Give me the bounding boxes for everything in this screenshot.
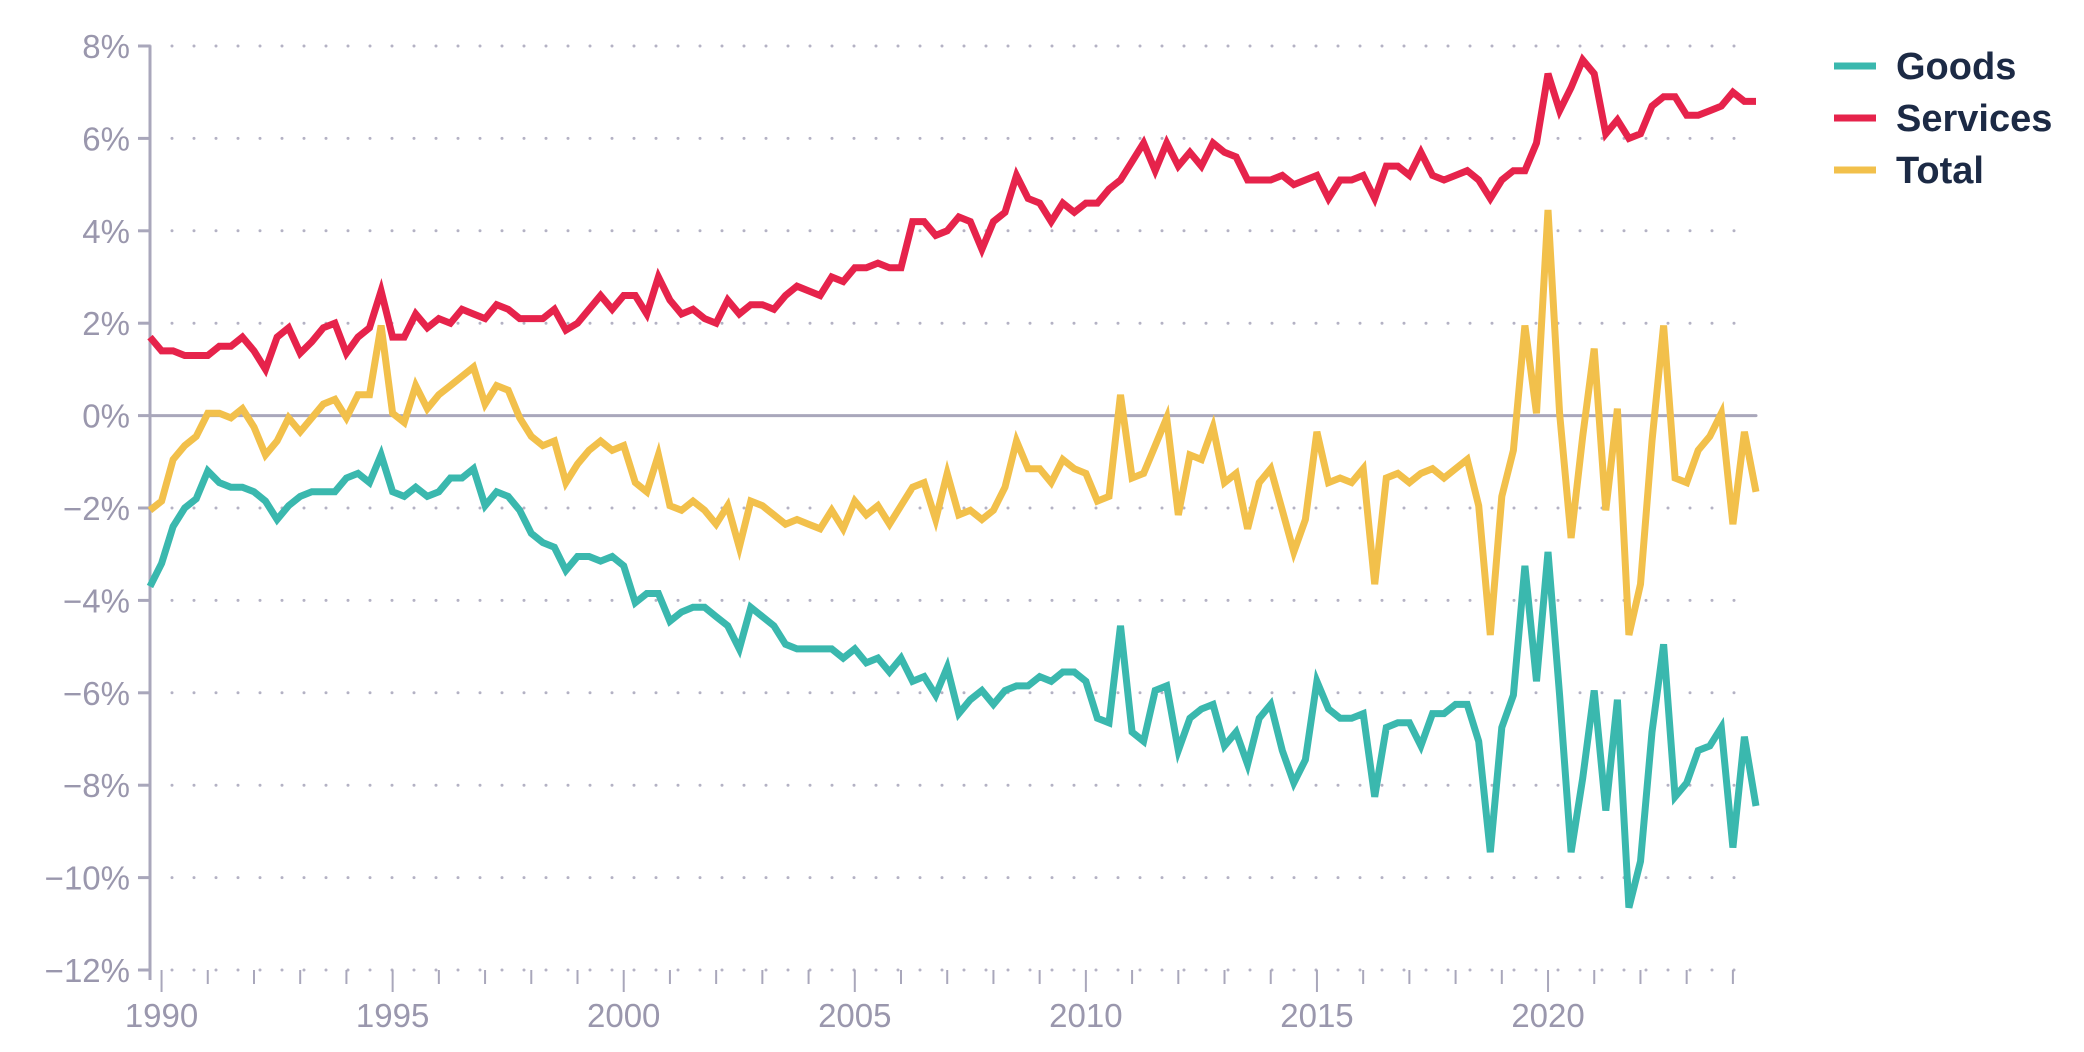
y-tick-label: −2% xyxy=(63,490,130,527)
legend: Goods Services Total xyxy=(1834,46,2052,192)
y-tick-label: −12% xyxy=(45,952,130,989)
gridlines xyxy=(148,44,1758,972)
legend-label-services: Services xyxy=(1896,98,2052,140)
y-tick-label: 8% xyxy=(82,28,130,65)
series-line-services xyxy=(147,53,1756,378)
y-tick-label: −10% xyxy=(45,860,130,897)
x-tick-label: 2010 xyxy=(1049,997,1122,1034)
y-tick-label: −4% xyxy=(63,582,130,619)
x-tick-label: 1990 xyxy=(125,997,198,1034)
series-lines xyxy=(146,53,1760,909)
x-tick-label: 2020 xyxy=(1511,997,1584,1034)
y-tick-label: −6% xyxy=(63,675,130,712)
x-tick-label: 2005 xyxy=(818,997,891,1034)
legend-label-goods: Goods xyxy=(1896,46,2016,88)
axes: 8% 6% 4% 2% 0% −2% −4% −6% −8% −10% −12% 1990 1995 20… xyxy=(45,28,1734,1034)
legend-label-total: Total xyxy=(1896,150,1984,192)
x-tick-label: 2000 xyxy=(587,997,660,1034)
y-tick-label: 4% xyxy=(82,213,130,250)
series-line-total xyxy=(147,209,1760,636)
y-tick-label: 6% xyxy=(82,120,130,157)
x-tick-label: 2015 xyxy=(1280,997,1353,1034)
x-tick-label: 1995 xyxy=(356,997,429,1034)
y-tick-label: −8% xyxy=(63,767,130,804)
series-line-goods xyxy=(146,444,1760,909)
y-tick-label: 2% xyxy=(82,305,130,342)
y-tick-label: 0% xyxy=(82,398,130,435)
